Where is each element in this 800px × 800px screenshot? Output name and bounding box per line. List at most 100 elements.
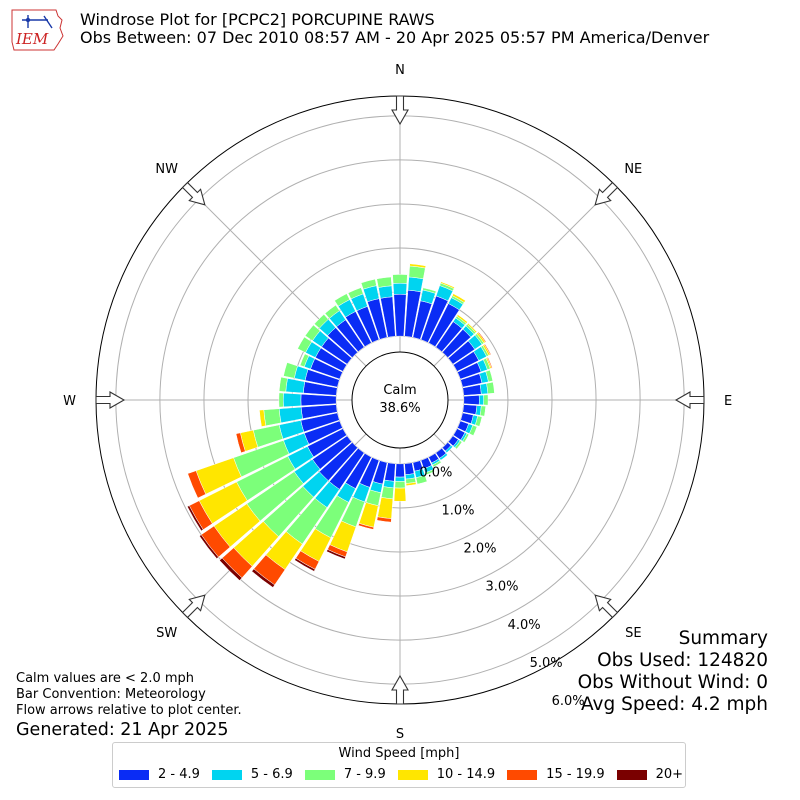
bar-ese-1-bin-3: [474, 415, 483, 427]
legend-label: 5 - 6.9: [250, 767, 293, 782]
bar-s-3-bin-3: [381, 486, 394, 500]
bar-n-3-bin-3: [408, 265, 426, 280]
bar-s-2-bin-3: [394, 481, 406, 489]
bar-e-2-bin-1: [463, 395, 480, 405]
legend-item: 7 - 9.9: [304, 767, 386, 782]
flow-arrow-shape: [181, 594, 206, 619]
legend-label: 15 - 19.9: [546, 767, 605, 782]
direction-label-e: E: [724, 394, 732, 409]
bar-s-2-bin-1: [395, 463, 405, 478]
legend-swatch: [507, 769, 538, 780]
bar-se-1-bin-3: [454, 440, 463, 450]
axis-labels: 0.0% 1.0% 2.0% 3.0% 4.0% 5.0% 6.0% N NE E SE S SW W NW: [63, 63, 732, 742]
bar-wsw-3-bin-5: [235, 432, 246, 454]
bar-se-3-bin-2: [439, 452, 448, 461]
bar-n-2-bin-2: [392, 282, 408, 295]
bar-n-1-bin-2: [378, 285, 393, 299]
bar-nnw-1-bin-3: [334, 293, 350, 307]
summary-obs-used: Obs Used: 124820: [597, 650, 768, 671]
note-bar-convention: Bar Convention: Meteorology: [16, 687, 206, 702]
calm-circle: [351, 351, 449, 449]
bar-sw-2-bin-6: [219, 557, 243, 581]
radial-tick-label: 6.0%: [552, 694, 585, 709]
bar-n-2-bin-1: [393, 294, 407, 337]
legend-item: 10 - 14.9: [397, 767, 496, 782]
radial-tick-label: 3.0%: [485, 580, 518, 595]
bar-n-1-bin-3: [376, 276, 393, 288]
bar-w-1-bin-4: [259, 409, 267, 427]
radial-tick-label: 4.0%: [508, 618, 541, 633]
bar-ene-3-bin-3: [485, 369, 494, 383]
flow-arrow-icon: [391, 95, 409, 126]
flow-arrow-shape: [95, 391, 126, 409]
direction-label-ne: NE: [624, 162, 642, 177]
chart-title: Windrose Plot for [PCPC2] PORCUPINE RAWS: [80, 10, 435, 29]
legend-item: 2 - 4.9: [119, 767, 200, 782]
legend-swatch: [119, 769, 149, 780]
flow-arrow-icon: [391, 674, 409, 705]
bar-w-1-bin-3: [263, 408, 282, 427]
iem-logo: IEM: [11, 9, 64, 51]
flow-arrow-icon: [594, 181, 619, 206]
bar-ssw-3-bin-6: [294, 557, 316, 572]
bar-nne-3-bin-4: [451, 293, 466, 303]
bar-ssw-1-bin-5: [358, 523, 375, 530]
bar-e-2-bin-3: [483, 394, 489, 406]
bar-w-3-bin-3: [278, 376, 288, 393]
ring-gridline: [159, 159, 641, 641]
flow-arrow-icon: [594, 594, 619, 619]
bar-ese-2-bin-3: [469, 424, 478, 436]
bar-w-2-bin-2: [282, 392, 302, 408]
windrose-bars: [186, 263, 495, 588]
legend-label: 2 - 4.9: [158, 767, 200, 782]
iem-logo-text: IEM: [15, 30, 49, 48]
direction-label-sw: SW: [156, 626, 177, 641]
bar-nnw-3-bin-3: [360, 278, 377, 290]
summary-obs-without-wind: Obs Without Wind: 0: [577, 672, 768, 693]
direction-label-nw: NW: [155, 162, 178, 177]
ring-gridline: [247, 247, 553, 553]
legend-label: 10 - 14.9: [436, 767, 496, 782]
bar-ene-2-bin-5: [486, 356, 493, 369]
radial-tick-label: 0.0%: [419, 465, 452, 480]
flow-arrow-icon: [181, 181, 206, 206]
bar-sse-1-bin-3: [432, 460, 442, 468]
legend-item: 20+: [616, 767, 684, 782]
bar-nne-1-bin-3: [422, 287, 437, 294]
bar-w-3-bin-2: [285, 378, 306, 394]
summary-avg-speed: Avg Speed: 4.2 mph: [580, 694, 768, 715]
flow-arrow-shape: [594, 181, 619, 206]
bar-se-2-bin-2: [445, 445, 454, 454]
calm-label: Calm: [383, 383, 416, 398]
legend-label: 20+: [655, 767, 684, 782]
bar-ese-3-bin-3: [462, 433, 470, 443]
bar-s-2-bin-4: [393, 487, 407, 502]
legend-title: Wind Speed [mph]: [338, 746, 460, 761]
flow-arrow-icon: [95, 391, 126, 409]
bar-nnw-2-bin-3: [347, 287, 364, 300]
ring-gridline: [203, 203, 597, 597]
direction-label-n: N: [395, 63, 405, 78]
bar-w-2-bin-3: [278, 392, 284, 408]
generated-date: Generated: 21 Apr 2025: [16, 720, 229, 740]
bar-e-2-bin-2: [478, 394, 484, 406]
notes-panel: Calm values are < 2.0 mph Bar Convention…: [16, 671, 242, 740]
bar-nw-2-bin-3: [314, 314, 329, 329]
bar-w-2-bin-1: [300, 393, 337, 407]
bar-sw-3-bin-6: [199, 534, 219, 559]
bar-ene-1-bin-5: [483, 343, 492, 356]
flow-arrow-shape: [391, 95, 409, 126]
bar-n-2-bin-3: [392, 274, 408, 284]
bar-n-3-bin-2: [407, 276, 424, 293]
legend-items: 2 - 4.9 5 - 6.9 7 - 9.9 10 - 14.9 15 - 19.9 2…: [119, 767, 695, 782]
flow-arrow-shape: [181, 181, 206, 206]
bar-s-3-bin-4: [377, 497, 394, 519]
bar-wnw-2-bin-3: [299, 353, 310, 368]
flow-arrows: [95, 95, 705, 705]
chart-subtitle: Obs Between: 07 Dec 2010 08:57 AM - 20 A…: [80, 28, 710, 47]
bar-ne-2-bin-4: [466, 322, 478, 334]
direction-label-se: SE: [625, 626, 641, 641]
bar-ssw-2-bin-6: [326, 549, 346, 560]
radial-tick-label: 5.0%: [530, 656, 563, 671]
